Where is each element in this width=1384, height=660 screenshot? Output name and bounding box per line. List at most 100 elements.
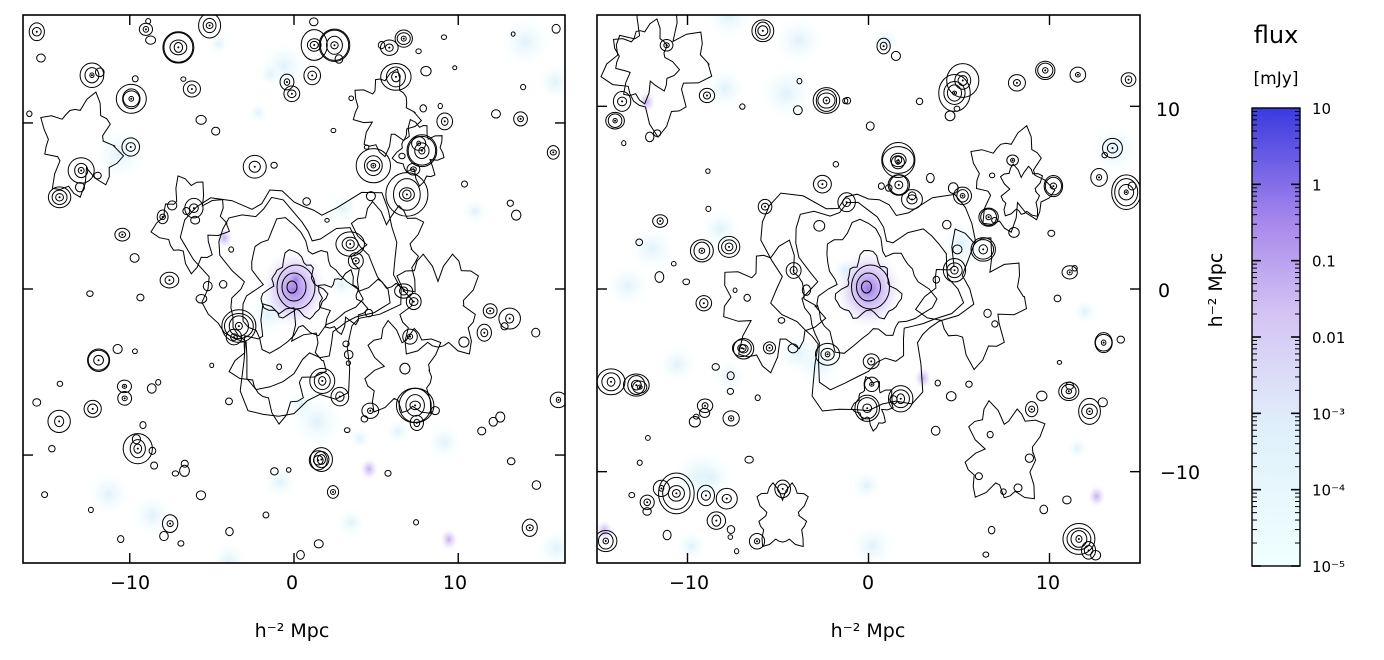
halo-ring xyxy=(86,290,94,298)
halo-ring xyxy=(173,41,184,53)
halo-ring xyxy=(869,381,875,387)
halo-core xyxy=(610,380,613,383)
halo-ring xyxy=(171,470,180,477)
halo-ring xyxy=(316,454,326,465)
halo-ring xyxy=(881,142,916,178)
halo-contours xyxy=(86,290,94,298)
central-flux xyxy=(834,249,903,329)
halo-contours xyxy=(361,402,380,419)
halo-contours xyxy=(881,142,916,178)
halo-ring xyxy=(727,534,734,540)
halo-contours xyxy=(112,344,123,355)
halo-ring xyxy=(136,293,145,302)
colorbar-tick-label: 10 xyxy=(1312,100,1331,118)
halo-contours xyxy=(622,373,650,397)
halo-contours xyxy=(915,97,924,106)
halo-contours xyxy=(79,62,105,89)
halo-contours xyxy=(1006,154,1019,167)
halo-ring xyxy=(1061,383,1077,399)
halo-ring xyxy=(722,410,740,427)
halo-ring xyxy=(167,200,178,211)
halo-core xyxy=(704,404,707,407)
halo-contours xyxy=(1008,227,1020,238)
halo-core xyxy=(97,359,100,362)
halo-core xyxy=(321,379,324,382)
halo-contours xyxy=(132,348,138,355)
halo-ring xyxy=(122,88,141,110)
left-x-axis-label: h⁻² Mpc xyxy=(255,620,330,642)
halo-ring xyxy=(330,488,337,496)
halo-core xyxy=(557,398,560,401)
halo-ring xyxy=(597,532,614,550)
halo-core xyxy=(58,420,61,423)
halo-ring xyxy=(765,344,774,352)
halo-core xyxy=(1044,69,1047,72)
halo-core xyxy=(332,491,335,494)
halo-contours xyxy=(658,472,695,515)
halo-contours xyxy=(1056,359,1063,365)
halo-core xyxy=(953,91,956,94)
halo-ring xyxy=(506,199,514,207)
halo-ring xyxy=(1036,390,1048,402)
halo-contours xyxy=(182,206,191,216)
halo-ring xyxy=(753,538,761,545)
halo-contours xyxy=(117,390,133,406)
halo-ring xyxy=(228,315,250,337)
halo-ring xyxy=(89,72,95,79)
halo-ring xyxy=(696,484,715,507)
halo-contours xyxy=(510,31,516,37)
halo-contours xyxy=(326,485,340,499)
halo-core xyxy=(90,74,93,77)
halo-ring xyxy=(698,87,716,104)
halo-ring xyxy=(326,485,340,499)
halo-contours xyxy=(300,29,328,61)
halo-contours xyxy=(862,353,880,370)
halo-core xyxy=(1068,271,1071,274)
halo-contours xyxy=(225,328,243,346)
halo-ring xyxy=(862,403,873,414)
halo-contours xyxy=(87,348,111,372)
halo-ring xyxy=(430,406,440,416)
halo-ring xyxy=(950,265,959,275)
halo-ring xyxy=(813,220,826,232)
halo-contours xyxy=(732,287,738,293)
colorbar-title: flux xyxy=(1254,21,1299,49)
halo-ring xyxy=(1078,397,1101,425)
halo-core xyxy=(761,29,764,32)
halo-ring xyxy=(437,102,443,110)
right-ticks xyxy=(597,15,1140,563)
halo-ring xyxy=(792,105,803,116)
halo-ring xyxy=(978,207,999,227)
halo-ring xyxy=(452,65,458,71)
halo-ring xyxy=(890,50,901,61)
halo-contours xyxy=(32,398,42,407)
halo-contours xyxy=(965,380,973,388)
central-contour xyxy=(834,249,903,320)
halo-contours xyxy=(437,102,443,110)
halo-contours xyxy=(597,529,618,553)
flux-haze xyxy=(657,345,697,385)
halo-ring xyxy=(1024,453,1035,463)
halo-ring xyxy=(56,380,64,387)
halo-ring xyxy=(700,490,711,501)
halo-contours xyxy=(513,111,528,127)
halo-ring xyxy=(139,421,147,430)
halo-contours xyxy=(531,327,541,338)
halo-contours xyxy=(696,398,714,413)
halo-contours xyxy=(744,455,754,464)
halo-core xyxy=(1077,537,1080,540)
halo-ring xyxy=(219,280,228,289)
halo-ring xyxy=(309,17,319,27)
central-contour xyxy=(179,189,402,417)
halo-contours xyxy=(757,198,773,215)
halo-ring xyxy=(51,189,68,205)
halo-core xyxy=(129,145,132,148)
halo-contours xyxy=(270,467,279,476)
halo-ring xyxy=(1070,530,1088,548)
halo-contours xyxy=(1053,294,1062,303)
halo-ring xyxy=(985,214,992,221)
halo-ring xyxy=(658,472,695,515)
halo-ring xyxy=(164,275,175,285)
halo-contours xyxy=(345,360,352,366)
halo-ring xyxy=(480,328,489,338)
